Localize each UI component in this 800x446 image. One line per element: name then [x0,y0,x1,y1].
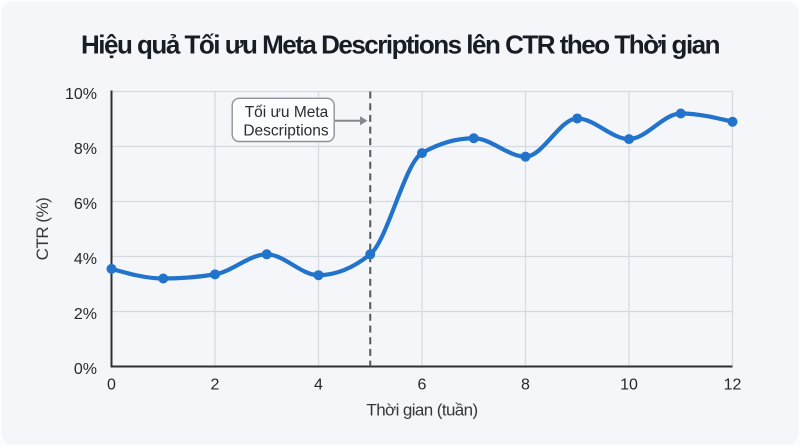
svg-text:4%: 4% [74,251,97,268]
svg-text:4: 4 [314,377,323,394]
svg-text:Tối ưu Meta: Tối ưu Meta [245,104,329,121]
svg-text:2%: 2% [74,306,97,323]
svg-text:8%: 8% [74,141,97,158]
svg-text:8: 8 [521,377,530,394]
svg-text:Thời gian (tuần): Thời gian (tuần) [366,401,477,420]
svg-text:2: 2 [211,377,220,394]
svg-text:10: 10 [620,377,638,394]
svg-text:6: 6 [418,377,427,394]
svg-text:10%: 10% [65,86,97,103]
svg-text:6%: 6% [74,196,97,213]
svg-text:0: 0 [107,377,116,394]
svg-text:0%: 0% [74,361,97,378]
svg-text:Hiệu quả Tối ưu Meta Descripti: Hiệu quả Tối ưu Meta Descriptions lên CT… [81,30,720,60]
svg-text:Descriptions: Descriptions [243,123,329,140]
svg-text:12: 12 [724,377,742,394]
svg-text:CTR (%): CTR (%) [33,198,52,261]
